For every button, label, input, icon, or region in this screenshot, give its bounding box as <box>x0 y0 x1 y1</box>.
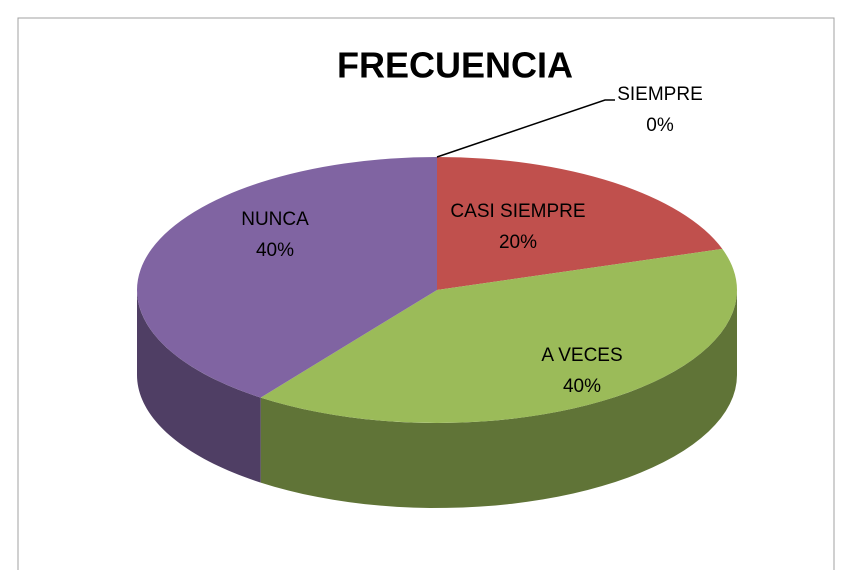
slice-label: NUNCA <box>241 209 309 230</box>
pie-slice-side <box>137 290 261 483</box>
slice-value-label: 40% <box>563 376 601 397</box>
pie-slice <box>260 248 738 424</box>
slice-value-label: 20% <box>499 232 537 253</box>
pie-slice <box>437 157 723 290</box>
slice-value-label: 40% <box>256 240 294 261</box>
slice-label: A VECES <box>541 345 622 366</box>
slice-label: SIEMPRE <box>617 84 703 105</box>
leader-line <box>436 99 615 158</box>
chart-title: FRECUENCIA <box>337 45 573 86</box>
pie-slice-side <box>260 290 737 508</box>
slice-label: CASI SIEMPRE <box>450 201 585 222</box>
slice-value-label: 0% <box>646 115 674 136</box>
pie-slice <box>136 157 437 398</box>
